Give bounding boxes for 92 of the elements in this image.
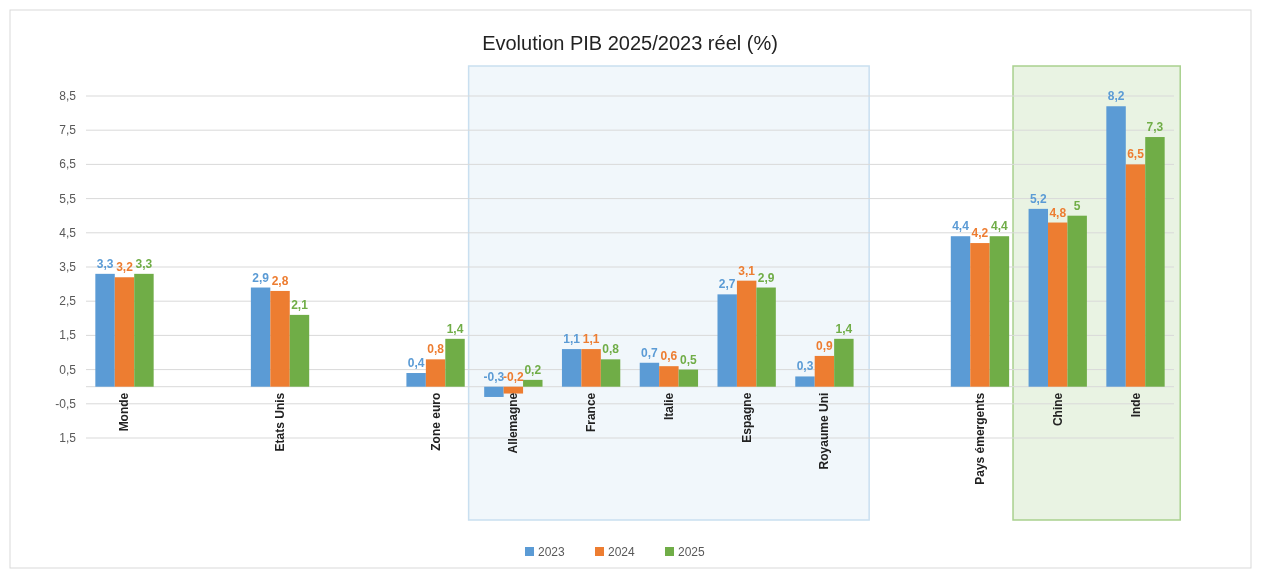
x-tick-label: Espagne xyxy=(739,392,754,443)
bar xyxy=(289,314,310,387)
x-tick-label: Inde xyxy=(1128,392,1143,418)
data-label: 0,7 xyxy=(641,345,659,360)
chart-title: Evolution PIB 2025/2023 réel (%) xyxy=(482,32,778,54)
bar xyxy=(425,359,446,387)
data-label: 1,4 xyxy=(446,321,464,336)
data-label: 2,1 xyxy=(291,297,309,312)
legend-label: 2025 xyxy=(678,545,706,559)
bar xyxy=(1067,215,1087,387)
data-label: 5 xyxy=(1073,198,1081,213)
y-tick-label: 0,5 xyxy=(59,362,77,377)
data-label: 0,2 xyxy=(524,362,542,377)
x-tick-label: Pays émergents xyxy=(972,392,987,485)
bar xyxy=(445,338,465,387)
bar xyxy=(639,362,660,387)
bar xyxy=(1028,208,1049,387)
bar xyxy=(1048,222,1068,387)
data-label: 0,6 xyxy=(660,349,678,364)
data-label: 0,8 xyxy=(602,342,620,357)
y-tick-label: 3,5 xyxy=(59,260,77,274)
bar xyxy=(503,386,524,394)
bar xyxy=(114,277,135,387)
bar xyxy=(989,236,1010,387)
legend-label: 2024 xyxy=(608,545,636,559)
bar xyxy=(95,273,115,387)
bar xyxy=(134,273,154,387)
data-label: 3,3 xyxy=(135,256,153,271)
data-label: 0,4 xyxy=(407,356,425,371)
data-label: 0,3 xyxy=(796,359,814,374)
x-tick-label: Allemagne xyxy=(506,392,521,454)
data-label: 6,5 xyxy=(1127,147,1145,162)
bar xyxy=(659,366,679,387)
data-label: 3,1 xyxy=(738,263,756,278)
bar xyxy=(795,376,815,387)
y-tick-label: 8,5 xyxy=(59,89,77,103)
x-tick-label: Italie xyxy=(661,392,676,421)
x-tick-label: Zone euro xyxy=(428,392,443,451)
data-label: 2,9 xyxy=(252,270,270,285)
y-tick-label: 1,5 xyxy=(59,328,77,343)
data-label: 8,2 xyxy=(1107,89,1125,104)
bar xyxy=(561,349,582,387)
data-label: 7,3 xyxy=(1146,120,1164,135)
y-tick-label: -0,5 xyxy=(55,396,77,411)
data-label: 1,4 xyxy=(835,321,853,336)
bar xyxy=(484,386,504,397)
data-label: 5,2 xyxy=(1029,191,1047,206)
data-label: 2,8 xyxy=(271,273,289,288)
data-label: 2,7 xyxy=(718,277,736,292)
data-label: 0,8 xyxy=(427,342,445,357)
y-tick-label: 4,5 xyxy=(59,225,77,240)
data-label: 4,2 xyxy=(971,226,989,241)
bar xyxy=(950,236,971,387)
x-tick-label: Etats Unis xyxy=(273,392,288,452)
data-label: 2,9 xyxy=(757,270,775,285)
data-label: 4,4 xyxy=(991,219,1009,234)
bar xyxy=(270,290,290,387)
data-label: 0,9 xyxy=(816,338,834,353)
legend-label: 2023 xyxy=(538,545,566,559)
data-label: -0,3 xyxy=(483,369,505,384)
bar xyxy=(1145,137,1165,387)
bar xyxy=(678,369,699,387)
y-tick-label: 6,5 xyxy=(59,157,77,172)
bar xyxy=(523,379,543,387)
data-label: 1,1 xyxy=(582,332,600,347)
data-label: 3,3 xyxy=(96,256,114,271)
bar xyxy=(581,349,601,387)
data-label: 3,2 xyxy=(116,260,134,275)
bar xyxy=(250,287,271,387)
data-label: 1,1 xyxy=(563,332,581,347)
data-label: -0,2 xyxy=(503,369,525,384)
bar xyxy=(970,243,990,387)
bar xyxy=(756,287,776,387)
data-label: 0,5 xyxy=(679,352,697,367)
bar xyxy=(600,359,621,387)
x-tick-label: France xyxy=(584,392,599,433)
bar xyxy=(814,355,835,387)
bar xyxy=(834,338,854,387)
data-label: 4,4 xyxy=(952,219,970,234)
data-label: 4,8 xyxy=(1049,205,1067,220)
x-tick-label: Chine xyxy=(1050,392,1065,427)
x-tick-label: Royaume Uni xyxy=(817,392,832,470)
x-tick-label: Monde xyxy=(117,392,132,432)
y-tick-label: 7,5 xyxy=(59,123,77,138)
bar xyxy=(717,294,737,387)
bar xyxy=(1106,106,1126,387)
bar xyxy=(1125,164,1146,387)
y-tick-label: 1,5 xyxy=(59,431,77,445)
bar xyxy=(406,373,426,387)
y-tick-label: 2,5 xyxy=(59,294,77,309)
y-tick-label: 5,5 xyxy=(59,191,77,206)
bar xyxy=(736,280,757,387)
